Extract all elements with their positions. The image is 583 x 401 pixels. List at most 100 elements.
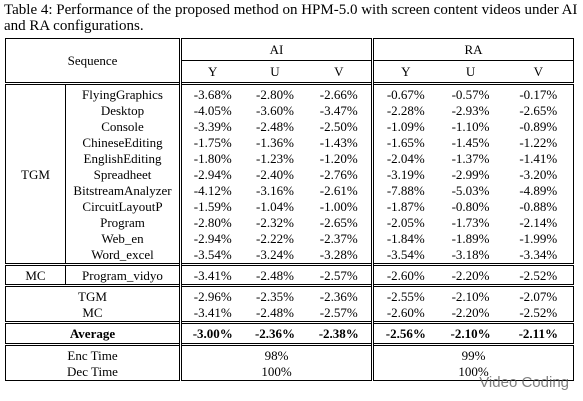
table-row: Program -2.80% -2.32% -2.65% -2.05% -1.73% -2.… — [6, 215, 574, 231]
value-cell: -1.23% — [256, 151, 294, 166]
sequence-name: EnglishEditing — [83, 151, 162, 166]
component-header: V — [334, 63, 344, 79]
value-cell: -1.41% — [519, 151, 558, 166]
value-cell: -3.28% — [319, 247, 358, 262]
value-cell: -2.22% — [256, 231, 294, 246]
value-cell: -2.60% — [371, 263, 438, 286]
value-cell: -0.17% — [503, 82, 574, 103]
value-cell: -4.89% — [519, 183, 558, 198]
time-value: 99% — [371, 343, 574, 364]
value-cell: -3.39% — [179, 119, 244, 135]
table-row: Sequence AI RA — [6, 38, 574, 68]
value-cell: -2.20% — [451, 305, 490, 320]
component-header: U — [465, 63, 476, 79]
sequence-name: Console — [101, 119, 144, 134]
time-value: 98% — [178, 343, 373, 364]
value-cell: -0.89% — [519, 119, 558, 134]
value-cell: -1.99% — [519, 231, 558, 246]
value-cell: -3.24% — [256, 247, 294, 262]
sequence-name: Program — [100, 215, 145, 230]
value-cell: -3.16% — [256, 183, 294, 198]
average-label: Average — [5, 321, 181, 345]
value-cell: -1.65% — [371, 135, 438, 151]
value-cell: -2.96% — [179, 284, 244, 305]
table-row: Enc Time 98% 99% — [5, 343, 574, 364]
value-cell: -1.00% — [319, 199, 358, 214]
table-row: Web_en -2.94% -2.22% -2.37% -1.84% -1.89% -1.9… — [6, 231, 574, 247]
value-cell: -4.05% — [179, 103, 244, 119]
value-cell: -2.37% — [319, 231, 358, 246]
value-cell: -3.60% — [256, 103, 294, 118]
sequence-name: Desktop — [100, 103, 145, 118]
table-row: MC Program_vidyo -3.41% -2.48% -2.57% -2.60% -… — [5, 263, 574, 286]
value-cell: -2.65% — [319, 215, 358, 230]
group-header: AI — [178, 38, 373, 61]
table-row: Spreadheet -2.94% -2.40% -2.76% -3.19% -2.99%… — [6, 167, 574, 183]
sequence-name: Spreadheet — [93, 167, 152, 182]
time-value: 100% — [178, 364, 373, 381]
value-cell: -2.05% — [371, 215, 438, 231]
value-cell: -4.12% — [179, 183, 244, 199]
sequence-header: Sequence — [67, 52, 118, 68]
value-cell: -3.68% — [179, 82, 244, 103]
sequence-name: Web_en — [101, 231, 144, 246]
table-row: MC -3.41% -2.48% -2.57% -2.60% -2.20% -2.52% — [6, 305, 574, 323]
table-row: Dec Time 100% 100% — [6, 364, 574, 381]
value-cell: -5.03% — [451, 183, 490, 198]
table-row: Console -3.39% -2.48% -2.50% -1.09% -1.10% -0.… — [6, 119, 574, 135]
value-cell: -0.88% — [519, 199, 558, 214]
results-table: Sequence AI RA Y U V Y U V TGM FlyingGraphics -3.68… — [5, 38, 575, 381]
value-cell: -7.88% — [371, 183, 438, 199]
value-cell: -3.54% — [371, 247, 438, 265]
value-cell: -2.80% — [179, 215, 244, 231]
group-header: RA — [371, 38, 574, 61]
value-cell: -0.67% — [371, 82, 438, 103]
value-cell: -3.20% — [519, 167, 558, 182]
value-cell: -2.04% — [371, 151, 438, 167]
value-cell: -2.07% — [503, 284, 574, 305]
value-cell: -2.61% — [319, 183, 358, 198]
value-cell: -1.20% — [319, 151, 358, 166]
value-cell: -3.41% — [179, 305, 244, 323]
value-cell: -1.09% — [371, 119, 438, 135]
group-label: MC — [5, 263, 66, 286]
value-cell: -1.04% — [256, 199, 294, 214]
value-cell: -3.47% — [319, 103, 358, 118]
value-cell: -2.10% — [437, 284, 504, 305]
component-header: Y — [371, 60, 438, 84]
sequence-name: FlyingGraphics — [65, 82, 181, 103]
value-cell: -2.10% — [437, 321, 504, 345]
sequence-name: Word_excel — [91, 247, 154, 262]
value-cell: -1.10% — [451, 119, 490, 134]
value-cell: -1.36% — [256, 135, 294, 150]
value-cell: -2.40% — [256, 167, 294, 182]
value-cell: -1.59% — [179, 199, 244, 215]
sequence-name: ChineseEditing — [82, 135, 163, 150]
value-cell: -2.48% — [243, 263, 307, 286]
value-cell: -0.57% — [437, 82, 504, 103]
value-cell: -2.60% — [371, 305, 438, 323]
table-row: TGM FlyingGraphics -3.68% -2.80% -2.66% -0.67… — [5, 82, 574, 265]
sequence-name: CircuitLayoutP — [82, 199, 163, 214]
value-cell: -1.22% — [519, 135, 558, 150]
value-cell: -2.93% — [451, 103, 490, 118]
value-cell: -1.75% — [179, 135, 244, 151]
value-cell: -2.94% — [179, 231, 244, 247]
component-header: Y — [179, 60, 244, 84]
value-cell: -2.52% — [519, 305, 558, 320]
value-cell: -2.65% — [519, 103, 558, 118]
value-cell: -2.48% — [256, 119, 294, 134]
value-cell: -2.56% — [371, 321, 438, 345]
value-cell: -2.76% — [319, 167, 358, 182]
value-cell: -1.43% — [319, 135, 358, 150]
table-row: EnglishEditing -1.80% -1.23% -1.20% -2.04% -1… — [6, 151, 574, 167]
value-cell: -2.57% — [319, 305, 358, 320]
component-header: U — [270, 63, 280, 79]
table-row: TGM -2.96% -2.35% -2.36% -2.55% -2.10% -2.07% — [5, 284, 574, 305]
value-cell: -0.80% — [451, 199, 490, 214]
value-cell: -1.87% — [371, 199, 438, 215]
value-cell: -1.73% — [451, 215, 490, 230]
value-cell: -2.36% — [243, 321, 307, 345]
value-cell: -3.18% — [451, 247, 490, 262]
value-cell: -2.48% — [256, 305, 294, 320]
